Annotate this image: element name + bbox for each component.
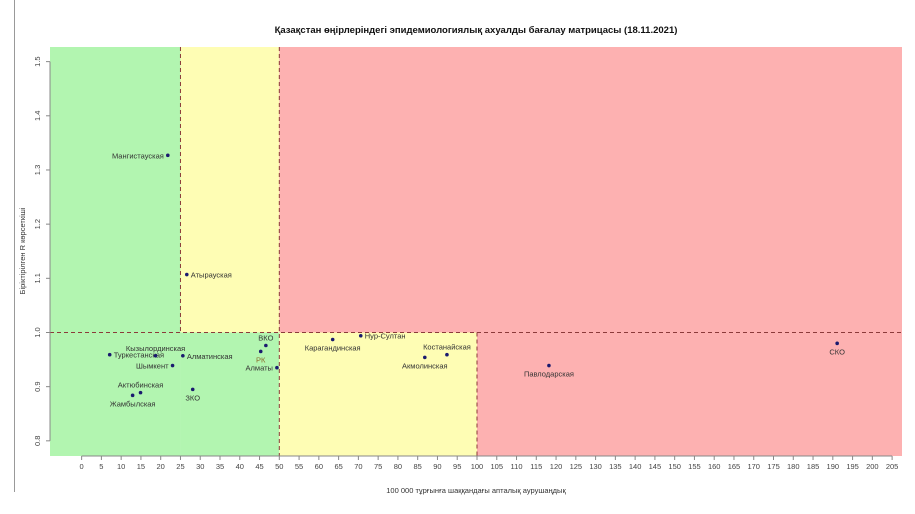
data-point — [107, 352, 112, 357]
x-tick-label: 155 — [688, 462, 701, 471]
data-point — [835, 341, 839, 346]
x-tick-label: 115 — [530, 462, 542, 471]
point-label: Атырауская — [191, 271, 232, 280]
x-tick-label: 195 — [846, 462, 859, 471]
zone-green-lower — [180, 332, 280, 456]
x-tick-label: 90 — [433, 462, 441, 471]
y-tick-label: 1.5 — [33, 56, 42, 66]
x-tick-label: 145 — [649, 462, 662, 471]
chart-title: Қазақстан өңірлеріндегі эпидемиологиялық… — [275, 25, 678, 36]
x-tick-label: 80 — [394, 462, 402, 471]
x-tick-label: 175 — [767, 462, 780, 471]
x-axis-label: 100 000 тұрғынға шаққандағы апталық ауру… — [386, 486, 566, 495]
x-tick-label: 125 — [570, 462, 583, 471]
data-point — [258, 349, 263, 354]
x-tick-label: 60 — [315, 462, 323, 471]
x-tick-label: 50 — [275, 462, 283, 471]
x-tick-label: 30 — [196, 462, 204, 471]
data-point — [547, 363, 551, 368]
point-label: Актюбинская — [118, 381, 163, 390]
y-tick-label: 1.4 — [33, 111, 42, 121]
x-tick-label: 105 — [490, 462, 503, 471]
y-tick-label: 1.3 — [33, 165, 42, 175]
data-point — [130, 393, 135, 398]
data-point — [181, 353, 185, 358]
point-label: ЗКО — [185, 393, 200, 402]
point-label: Костанайская — [423, 343, 471, 352]
zone-yellow-upper — [180, 47, 280, 333]
point-label: Алматы — [246, 364, 273, 373]
x-tick-label: 5 — [99, 462, 103, 471]
data-point — [330, 337, 335, 342]
x-tick-label: 55 — [295, 462, 303, 471]
point-label: Мангистауская — [112, 151, 164, 160]
point-label: РК — [256, 355, 266, 364]
data-point — [275, 365, 279, 370]
y-axis-label: Біріктірілген R көрсеткіші — [18, 207, 27, 294]
x-tick-label: 10 — [117, 462, 125, 471]
point-label: Павлодарская — [524, 370, 574, 379]
data-point — [358, 333, 363, 338]
x-tick-label: 20 — [157, 462, 165, 471]
data-point — [264, 343, 268, 348]
point-label: ВКО — [258, 333, 273, 342]
x-tick-label: 165 — [728, 462, 741, 471]
point-label: Кызылординская — [126, 344, 185, 353]
x-tick-label: 65 — [334, 462, 342, 471]
point-label: СКО — [829, 347, 845, 356]
data-point — [166, 153, 170, 158]
data-point — [153, 353, 158, 358]
x-tick-label: 170 — [747, 462, 760, 471]
data-point — [138, 390, 143, 395]
x-tick-label: 85 — [414, 462, 422, 471]
point-label: Акмолинская — [402, 361, 448, 370]
x-tick-label: 15 — [137, 462, 145, 471]
x-tick-label: 0 — [80, 462, 84, 471]
zone-red-lower — [476, 332, 902, 456]
x-tick-label: 35 — [216, 462, 224, 471]
data-point — [190, 387, 195, 392]
point-label: Карагандинская — [305, 344, 361, 353]
zone-red-upper — [279, 47, 902, 333]
point-label: Жамбылская — [110, 399, 156, 408]
data-point — [445, 352, 449, 357]
y-tick-label: 0.9 — [33, 381, 42, 391]
x-tick-label: 40 — [236, 462, 244, 471]
x-tick-label: 110 — [511, 462, 523, 471]
y-tick-label: 1.2 — [33, 219, 42, 229]
x-tick-label: 120 — [550, 462, 563, 471]
x-tick-label: 95 — [453, 462, 461, 471]
y-tick-label: 1.1 — [33, 273, 42, 283]
x-tick-label: 140 — [629, 462, 642, 471]
y-tick-label: 1.0 — [33, 327, 42, 337]
point-label: Алматинская — [187, 352, 233, 361]
x-tick-label: 190 — [827, 462, 840, 471]
y-tick-label: 0.8 — [33, 436, 42, 446]
x-tick-label: 25 — [176, 462, 184, 471]
data-point — [423, 355, 427, 360]
x-tick-label: 70 — [354, 462, 362, 471]
x-tick-label: 205 — [886, 462, 899, 471]
point-label: Шымкент — [136, 362, 169, 371]
x-tick-label: 200 — [866, 462, 879, 471]
point-label: Туркестанская — [114, 351, 164, 360]
frame-border — [14, 0, 15, 492]
data-point — [170, 363, 175, 368]
point-label: Нур-Султан — [365, 332, 406, 341]
x-tick-label: 180 — [787, 462, 800, 471]
x-tick-label: 45 — [255, 462, 263, 471]
x-tick-label: 185 — [807, 462, 820, 471]
zone-green — [50, 47, 181, 456]
zone-yellow-lower — [279, 332, 477, 456]
data-point — [184, 272, 189, 277]
x-tick-label: 150 — [668, 462, 681, 471]
x-tick-label: 130 — [589, 462, 602, 471]
x-tick-label: 135 — [609, 462, 622, 471]
x-tick-label: 75 — [374, 462, 382, 471]
x-tick-label: 160 — [708, 462, 721, 471]
x-tick-label: 100 — [471, 462, 484, 471]
